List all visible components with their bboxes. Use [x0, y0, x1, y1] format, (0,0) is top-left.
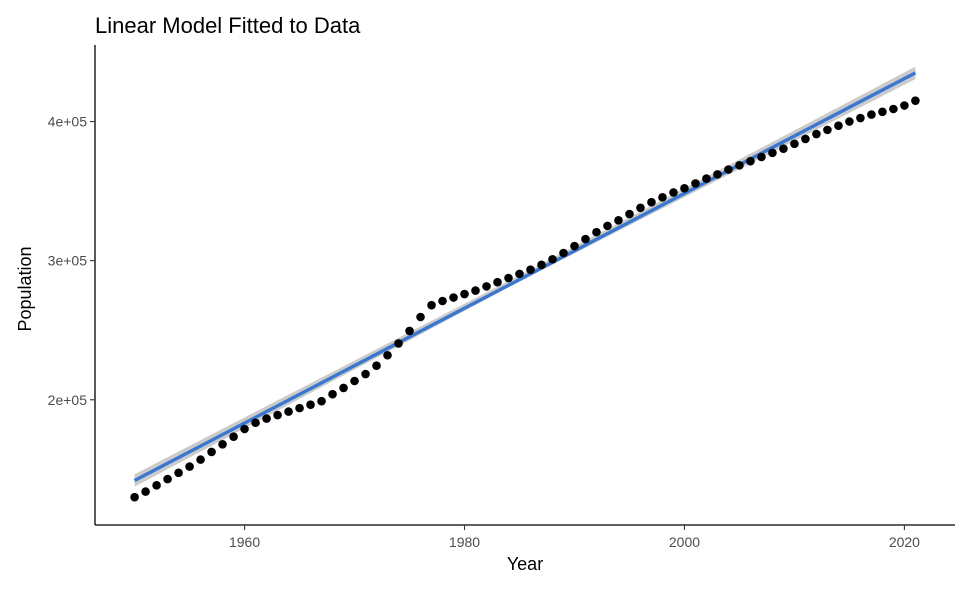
- y-tick-label: 2e+05: [48, 392, 88, 408]
- data-point: [262, 414, 271, 423]
- data-point: [361, 369, 370, 379]
- data-point: [658, 193, 667, 202]
- data-point: [460, 289, 469, 299]
- data-point: [691, 179, 700, 188]
- y-axis-ticks: 2e+05 3e+05 4e+05: [48, 114, 95, 408]
- chart-title: Linear Model Fitted to Data: [95, 13, 361, 38]
- data-point: [735, 161, 744, 170]
- data-point: [548, 254, 557, 264]
- data-point: [900, 101, 909, 110]
- data-point: [581, 234, 590, 244]
- data-point: [471, 286, 480, 295]
- data-point: [438, 296, 447, 306]
- data-point: [383, 350, 392, 360]
- data-point: [768, 148, 777, 158]
- data-point: [251, 418, 260, 428]
- data-point: [240, 424, 249, 434]
- data-point: [515, 269, 524, 279]
- data-point: [867, 110, 876, 119]
- data-point: [779, 144, 788, 153]
- data-point: [372, 361, 381, 371]
- data-point: [273, 410, 282, 420]
- data-point: [306, 400, 315, 409]
- data-point: [229, 432, 238, 441]
- data-point: [614, 216, 623, 225]
- data-point: [856, 113, 865, 123]
- data-point: [592, 227, 601, 237]
- data-point: [174, 468, 183, 478]
- data-point: [537, 260, 546, 270]
- x-tick-label: 2000: [669, 534, 700, 550]
- data-point: [812, 129, 821, 139]
- data-point: [350, 376, 359, 386]
- x-tick-label: 2020: [889, 534, 920, 550]
- data-point: [559, 248, 568, 258]
- data-point: [163, 474, 172, 484]
- data-point: [878, 107, 887, 117]
- y-tick-label: 4e+05: [48, 114, 88, 130]
- data-point: [152, 481, 161, 490]
- data-point: [823, 125, 832, 135]
- data-point: [757, 152, 766, 162]
- data-point: [746, 156, 755, 166]
- data-point: [218, 440, 227, 449]
- data-point: [185, 462, 194, 471]
- data-point: [834, 121, 843, 130]
- data-point: [702, 174, 711, 183]
- data-point: [295, 403, 304, 413]
- fit-line: [133, 71, 917, 482]
- data-point: [394, 339, 403, 348]
- x-axis-title: Year: [507, 554, 543, 574]
- data-point: [504, 273, 513, 283]
- data-point: [801, 134, 810, 144]
- data-point: [449, 293, 458, 302]
- data-point: [845, 117, 854, 126]
- data-point: [669, 188, 678, 197]
- data-point: [405, 326, 414, 336]
- data-point: [339, 383, 348, 393]
- data-point: [196, 455, 205, 464]
- y-tick-label: 3e+05: [48, 253, 88, 269]
- x-tick-label: 1960: [229, 534, 260, 550]
- data-point: [911, 96, 920, 105]
- y-axis-title: Population: [15, 246, 35, 331]
- data-point: [328, 389, 337, 399]
- data-point: [625, 209, 634, 219]
- data-point: [130, 492, 139, 502]
- data-point: [790, 139, 799, 149]
- data-point: [636, 203, 645, 213]
- data-point: [603, 221, 612, 231]
- data-point: [284, 407, 293, 416]
- x-tick-label: 1980: [449, 534, 480, 550]
- data-point: [141, 487, 150, 496]
- x-axis-ticks: 1960 1980 2000 2020: [229, 525, 920, 550]
- data-point: [680, 184, 689, 193]
- data-point: [526, 265, 535, 275]
- data-point: [493, 277, 502, 287]
- scatter-points: [130, 96, 920, 502]
- data-point: [317, 396, 326, 406]
- data-point: [427, 300, 436, 310]
- data-point: [647, 197, 656, 207]
- data-point: [889, 104, 898, 114]
- data-point: [482, 282, 491, 291]
- data-point: [724, 165, 733, 174]
- data-point: [416, 312, 425, 322]
- plot-panel: [130, 66, 920, 502]
- data-point: [207, 447, 216, 457]
- data-point: [570, 241, 579, 251]
- data-point: [713, 170, 722, 179]
